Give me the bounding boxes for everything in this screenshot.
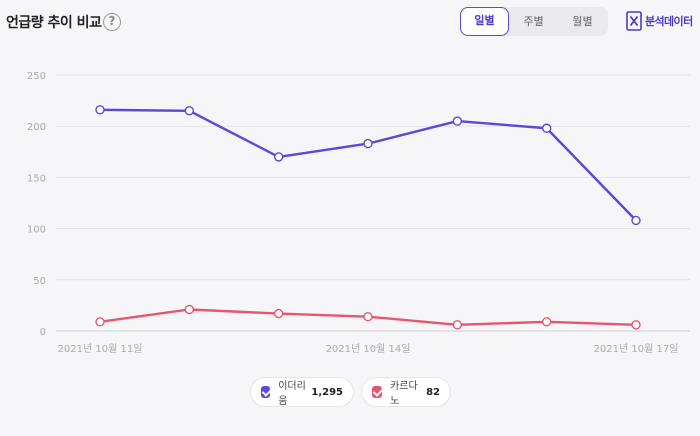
data-point [273,152,284,162]
data-point [541,123,552,133]
legend-label: 이더리움 [278,381,306,407]
data-point [273,308,284,319]
data-point [363,138,373,149]
tab-daily[interactable]: 일별 [460,7,509,36]
x-tick-label: 2021년 10월 14일 [326,343,411,355]
y-tick-label: 100 [27,225,46,236]
y-tick-label: 0 [40,327,46,338]
line-chart: 250 200 150 100 50 0 2021년 10월 11일 2021년 10월 14… [27,71,690,355]
y-tick-label: 200 [27,122,46,133]
export-data-button[interactable]: 분석데이터 [626,10,693,32]
data-point [541,317,552,327]
y-tick-label: 250 [27,71,46,82]
data-point [452,116,463,126]
checkbox-icon [372,386,383,398]
y-tick-label: 150 [27,173,46,184]
x-tick-label: 2021년 10월 11일 [58,343,143,355]
legend-total: 1,295 [311,386,343,398]
help-icon[interactable]: ? [103,13,121,31]
data-point [631,320,641,330]
excel-icon [626,11,642,31]
data-point [452,320,463,330]
legend-total: 82 [426,386,440,398]
export-label: 분석데이터 [645,15,693,28]
y-tick-label: 50 [33,276,46,287]
checkbox-icon [261,386,271,398]
data-point [95,105,105,115]
tab-monthly[interactable]: 월별 [572,15,593,28]
data-point [184,106,195,116]
data-point [184,304,195,315]
data-point [95,317,105,327]
x-tick-label: 2021년 10월 17일 [594,343,679,355]
data-point [363,311,373,322]
data-point [631,215,641,226]
tab-weekly[interactable]: 주별 [523,15,544,28]
chart-title: 언급량 추이 비교 [6,15,102,31]
legend-item-cardano[interactable]: 카르다노 82 [361,377,451,407]
period-segmented-control: 일별 주별 월별 [460,7,608,36]
legend-label: 카르다노 [390,381,418,407]
legend-item-ethereum[interactable]: 이더리움 1,295 [250,377,354,407]
chart-header: 언급량 추이 비교 ? 일별 주별 월별 분석데이터 [0,0,700,44]
